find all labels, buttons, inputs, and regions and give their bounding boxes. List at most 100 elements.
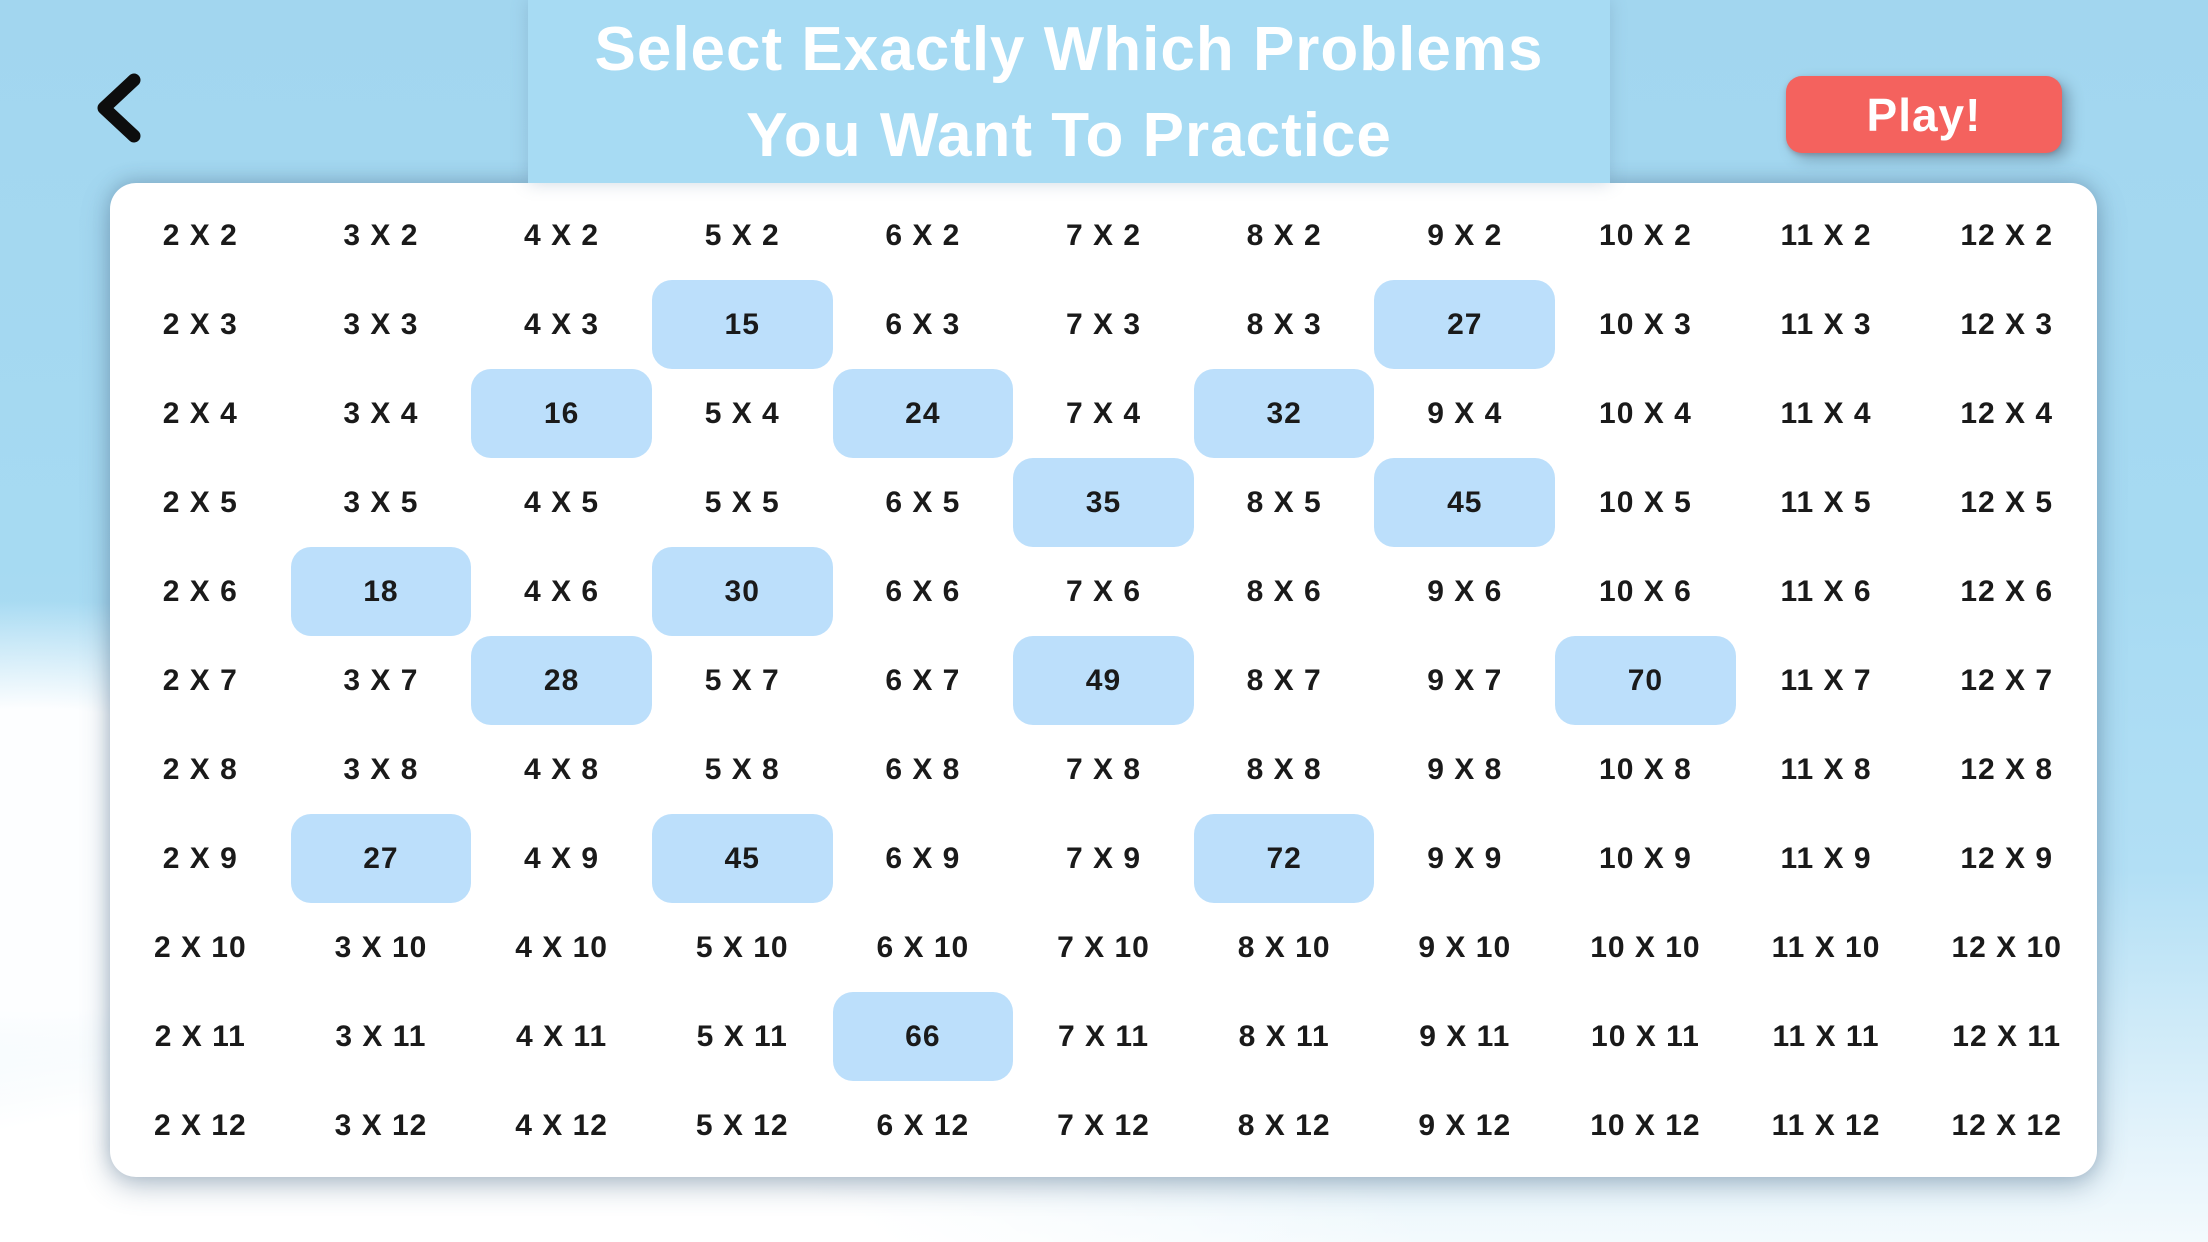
problem-cell[interactable]: 4 X 2 [524, 218, 600, 252]
problem-cell[interactable]: 4 X 10 [515, 930, 608, 964]
problem-cell[interactable]: 9 X 8 [1427, 752, 1503, 786]
problem-cell-selected[interactable]: 45 [651, 814, 833, 903]
problem-cell[interactable]: 9 X 11 [1419, 1019, 1511, 1053]
problem-cell[interactable]: 10 X 8 [1599, 752, 1692, 786]
problem-cell[interactable]: 6 X 6 [885, 574, 961, 608]
problem-cell-selected[interactable]: 32 [1193, 369, 1375, 458]
problem-cell-selected[interactable]: 15 [651, 280, 833, 369]
back-button[interactable] [66, 56, 170, 160]
problem-cell[interactable]: 11 X 4 [1780, 396, 1872, 430]
problem-cell[interactable]: 2 X 3 [162, 307, 238, 341]
problem-cell[interactable]: 2 X 6 [162, 574, 238, 608]
problem-cell[interactable]: 2 X 4 [162, 396, 238, 430]
problem-cell[interactable]: 7 X 10 [1057, 930, 1150, 964]
problem-cell[interactable]: 11 X 8 [1780, 752, 1872, 786]
problem-cell[interactable]: 6 X 8 [885, 752, 961, 786]
problem-cell[interactable]: 9 X 7 [1427, 663, 1503, 697]
problem-cell-selected[interactable]: 72 [1193, 814, 1375, 903]
problem-cell[interactable]: 8 X 7 [1246, 663, 1322, 697]
play-button[interactable]: Play! [1786, 76, 2062, 153]
problem-cell-selected[interactable]: 49 [1013, 636, 1194, 725]
problem-cell[interactable]: 5 X 12 [695, 1108, 789, 1142]
problem-cell[interactable]: 11 X 6 [1780, 574, 1872, 608]
problem-cell[interactable]: 5 X 2 [704, 218, 780, 252]
problem-cell[interactable]: 8 X 12 [1237, 1108, 1331, 1142]
problem-cell[interactable]: 4 X 5 [524, 485, 600, 519]
problem-cell-selected[interactable]: 70 [1555, 636, 1736, 725]
problem-cell[interactable]: 3 X 11 [335, 1019, 427, 1053]
problem-cell[interactable]: 6 X 3 [885, 307, 961, 341]
problem-cell-selected[interactable]: 27 [290, 814, 472, 903]
problem-cell[interactable]: 4 X 6 [524, 574, 600, 608]
problem-cell[interactable]: 11 X 5 [1780, 485, 1872, 519]
problem-cell[interactable]: 9 X 10 [1418, 930, 1512, 964]
problem-cell[interactable]: 2 X 7 [162, 663, 238, 697]
problem-cell[interactable]: 9 X 2 [1427, 218, 1503, 252]
problem-cell-selected[interactable]: 18 [290, 547, 472, 636]
problem-cell[interactable]: 9 X 9 [1427, 841, 1503, 875]
problem-cell[interactable]: 7 X 4 [1065, 396, 1142, 430]
problem-cell[interactable]: 10 X 11 [1591, 1019, 1700, 1053]
problem-cell[interactable]: 3 X 3 [343, 307, 419, 341]
problem-cell[interactable]: 12 X 11 [1952, 1019, 2062, 1053]
problem-cell[interactable]: 3 X 12 [334, 1108, 428, 1142]
problem-cell[interactable]: 7 X 3 [1065, 307, 1142, 341]
problem-cell[interactable]: 8 X 3 [1246, 307, 1322, 341]
problem-cell[interactable]: 3 X 7 [343, 663, 419, 697]
problem-cell[interactable]: 4 X 12 [515, 1108, 608, 1142]
problem-cell[interactable]: 3 X 2 [343, 218, 419, 252]
problem-cell[interactable]: 10 X 2 [1599, 218, 1692, 252]
problem-cell[interactable]: 8 X 5 [1246, 485, 1322, 519]
problem-cell[interactable]: 9 X 6 [1427, 574, 1503, 608]
problem-cell[interactable]: 8 X 6 [1246, 574, 1322, 608]
problem-cell[interactable]: 10 X 3 [1599, 307, 1692, 341]
problem-cell[interactable]: 10 X 5 [1599, 485, 1692, 519]
problem-cell[interactable]: 5 X 7 [704, 663, 780, 697]
problem-cell[interactable]: 7 X 9 [1065, 841, 1142, 875]
problem-cell-selected[interactable]: 45 [1374, 458, 1556, 547]
problem-cell[interactable]: 11 X 7 [1780, 663, 1872, 697]
problem-cell[interactable]: 12 X 3 [1960, 307, 2054, 341]
problem-cell[interactable]: 5 X 10 [695, 930, 789, 964]
problem-cell[interactable]: 7 X 2 [1065, 218, 1142, 252]
problem-cell[interactable]: 12 X 7 [1960, 663, 2054, 697]
problem-cell[interactable]: 10 X 12 [1590, 1108, 1701, 1142]
problem-cell[interactable]: 6 X 5 [885, 485, 961, 519]
problem-cell[interactable]: 7 X 8 [1065, 752, 1142, 786]
problem-cell[interactable]: 4 X 11 [516, 1019, 608, 1053]
problem-cell[interactable]: 7 X 11 [1057, 1019, 1150, 1053]
problem-cell[interactable]: 6 X 12 [876, 1108, 970, 1142]
problem-cell[interactable]: 5 X 4 [704, 396, 780, 430]
problem-cell[interactable]: 11 X 2 [1780, 218, 1872, 252]
problem-cell[interactable]: 8 X 11 [1238, 1019, 1330, 1053]
problem-cell[interactable]: 11 X 9 [1780, 841, 1872, 875]
problem-cell[interactable]: 8 X 2 [1246, 218, 1322, 252]
problem-cell[interactable]: 4 X 9 [524, 841, 600, 875]
problem-cell[interactable]: 4 X 8 [524, 752, 600, 786]
problem-cell[interactable]: 7 X 6 [1065, 574, 1142, 608]
problem-cell[interactable]: 2 X 5 [162, 485, 238, 519]
problem-cell-selected[interactable]: 24 [832, 369, 1014, 458]
problem-cell[interactable]: 6 X 10 [876, 930, 970, 964]
problem-cell[interactable]: 3 X 5 [343, 485, 419, 519]
problem-cell[interactable]: 5 X 11 [696, 1019, 788, 1053]
problem-cell[interactable]: 10 X 9 [1599, 841, 1692, 875]
problem-cell[interactable]: 3 X 10 [334, 930, 428, 964]
problem-cell[interactable]: 3 X 4 [343, 396, 419, 430]
problem-cell[interactable]: 10 X 4 [1599, 396, 1692, 430]
problem-cell[interactable]: 4 X 3 [524, 307, 600, 341]
problem-cell-selected[interactable]: 16 [471, 369, 652, 458]
problem-cell-selected[interactable]: 27 [1374, 280, 1556, 369]
problem-cell[interactable]: 8 X 10 [1237, 930, 1331, 964]
problem-cell[interactable]: 9 X 12 [1418, 1108, 1512, 1142]
problem-cell[interactable]: 12 X 4 [1960, 396, 2054, 430]
problem-cell[interactable]: 5 X 5 [704, 485, 780, 519]
problem-cell-selected[interactable]: 66 [832, 992, 1014, 1081]
problem-cell[interactable]: 11 X 10 [1771, 930, 1881, 964]
problem-cell[interactable]: 12 X 5 [1960, 485, 2054, 519]
problem-cell[interactable]: 3 X 8 [343, 752, 419, 786]
problem-cell[interactable]: 6 X 9 [885, 841, 961, 875]
problem-cell[interactable]: 9 X 4 [1427, 396, 1503, 430]
problem-cell[interactable]: 7 X 12 [1057, 1108, 1150, 1142]
problem-cell[interactable]: 11 X 11 [1772, 1019, 1880, 1053]
